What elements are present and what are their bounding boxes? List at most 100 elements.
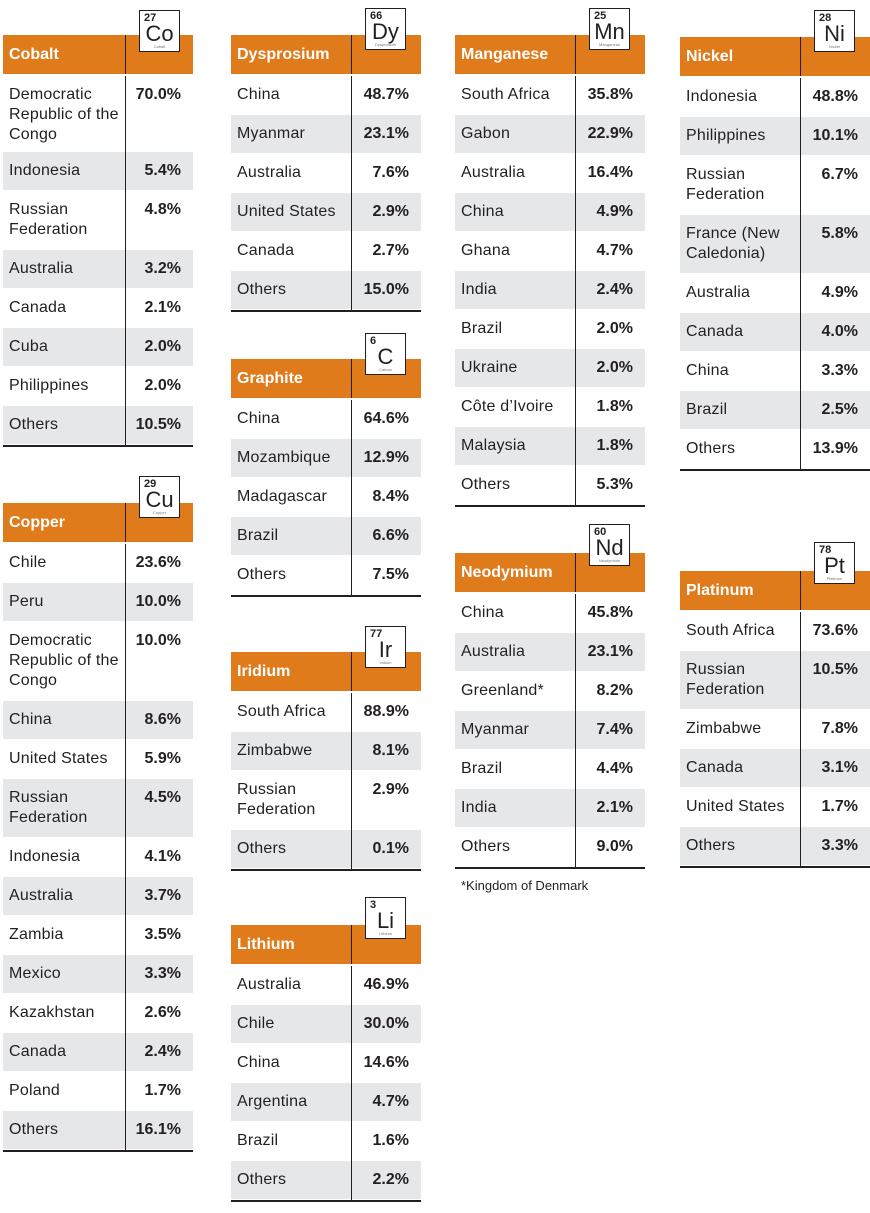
country-name: France (New Caledonia)	[686, 225, 780, 262]
table-row: Canada 2.7%	[231, 232, 421, 271]
share-value: 5.9%	[144, 750, 181, 767]
table-row: Democratic Republic of the Congo 70.0%	[3, 76, 193, 152]
table-row: Brazil 4.4%	[455, 750, 645, 789]
table-row: Myanmar 7.4%	[455, 711, 645, 750]
country-name: Russian Federation	[9, 201, 88, 238]
country-name: Others	[686, 837, 736, 854]
share-value: 30.0%	[363, 1015, 409, 1032]
share-value: 7.5%	[372, 566, 409, 583]
country-name: Malaysia	[461, 437, 526, 454]
table-bottom-rule	[680, 866, 870, 868]
share-value: 3.1%	[821, 759, 858, 776]
column-divider	[800, 612, 801, 867]
country-name: Brazil	[461, 760, 503, 777]
country-name: China	[461, 203, 504, 220]
share-value: 4.9%	[596, 203, 633, 220]
country-name: China	[9, 711, 52, 728]
column-divider	[125, 76, 126, 446]
country-name: Canada	[686, 323, 744, 340]
table-row: Philippines 2.0%	[3, 367, 193, 406]
share-value: 3.3%	[821, 837, 858, 854]
country-name: Canada	[237, 242, 295, 259]
element-name: Neodymium	[598, 558, 621, 563]
share-value: 2.9%	[372, 781, 409, 798]
header-divider	[575, 553, 576, 592]
table-row: China 8.6%	[3, 701, 193, 740]
country-name: South Africa	[237, 703, 326, 720]
column-divider	[125, 544, 126, 1151]
column-divider	[800, 78, 801, 470]
iridium-header: Iridium	[231, 652, 421, 691]
share-value: 10.0%	[135, 632, 181, 649]
table-body: South Africa 73.6% Russian Federation 10.5%…	[680, 612, 870, 866]
element-tile: 78 Pt Platinum	[814, 542, 855, 584]
table-body: Chile 23.6% Peru 10.0% Democratic Republic o…	[3, 544, 193, 1150]
country-name: Others	[686, 440, 736, 457]
country-name: Philippines	[9, 377, 89, 394]
atomic-number: 27	[144, 12, 157, 24]
share-value: 2.5%	[821, 401, 858, 418]
dysprosium-table: Dysprosium 66 Dy Dysprosium China 48.7% Myanma…	[231, 8, 421, 312]
share-value: 8.1%	[372, 742, 409, 759]
country-name: Ukraine	[461, 359, 518, 376]
table-row: Indonesia 5.4%	[3, 152, 193, 191]
country-name: Australia	[461, 643, 526, 660]
country-name: Australia	[237, 164, 302, 181]
atomic-number: 28	[819, 12, 832, 24]
table-row: Kazakhstan 2.6%	[3, 994, 193, 1033]
share-value: 5.4%	[144, 162, 181, 179]
table-bottom-rule	[3, 445, 193, 447]
table-body: South Africa 88.9% Zimbabwe 8.1% Russian Fed…	[231, 693, 421, 869]
share-value: 22.9%	[587, 125, 633, 142]
table-row: Australia 4.9%	[680, 274, 870, 313]
share-value: 23.6%	[135, 554, 181, 571]
country-name: Others	[237, 1171, 287, 1188]
country-name: Brazil	[686, 401, 728, 418]
header-divider	[800, 571, 801, 610]
country-name: China	[237, 86, 280, 103]
table-row: Australia 23.1%	[455, 633, 645, 672]
share-value: 4.0%	[821, 323, 858, 340]
element-name: Cobalt	[153, 44, 166, 49]
country-name: Gabon	[461, 125, 511, 142]
table-row: United States 2.9%	[231, 193, 421, 232]
share-value: 35.8%	[587, 86, 633, 103]
table-row: Australia 16.4%	[455, 154, 645, 193]
table-row: Others 10.5%	[3, 406, 193, 445]
column-divider	[575, 76, 576, 506]
table-row: Russian Federation 4.5%	[3, 779, 193, 838]
graphite-header: Graphite	[231, 359, 421, 398]
table-row: Chile 23.6%	[3, 544, 193, 583]
table-row: China 48.7%	[231, 76, 421, 115]
country-name: Myanmar	[237, 125, 306, 142]
share-value: 1.7%	[821, 798, 858, 815]
country-name: Madagascar	[237, 488, 328, 505]
share-value: 4.1%	[144, 848, 181, 865]
share-value: 2.4%	[144, 1043, 181, 1060]
share-value: 70.0%	[135, 86, 181, 103]
share-value: 8.2%	[596, 682, 633, 699]
share-value: 4.7%	[596, 242, 633, 259]
header-divider	[351, 925, 352, 964]
atomic-number: 25	[594, 10, 607, 22]
table-body: China 64.6% Mozambique 12.9% Madagascar 8.4% B…	[231, 400, 421, 595]
table-row: Brazil 2.0%	[455, 310, 645, 349]
element-tile: 27 Co Cobalt	[139, 10, 180, 52]
share-value: 7.8%	[821, 720, 858, 737]
table-row: Others 7.5%	[231, 556, 421, 595]
share-value: 2.2%	[372, 1171, 409, 1188]
share-value: 1.8%	[596, 437, 633, 454]
table-title: Nickel	[686, 48, 734, 65]
platinum-table: Platinum 78 Pt Platinum South Africa 73.6% Rus…	[680, 542, 870, 868]
table-title: Graphite	[237, 370, 303, 387]
atomic-number: 6	[370, 335, 377, 347]
element-symbol: Nd	[595, 535, 624, 560]
share-value: 48.8%	[812, 88, 858, 105]
header-divider	[351, 359, 352, 398]
table-row: Others 13.9%	[680, 430, 870, 469]
share-value: 23.1%	[587, 643, 633, 660]
element-symbol: Pt	[824, 553, 845, 578]
element-symbol: Mn	[594, 19, 625, 44]
country-name: Indonesia	[686, 88, 758, 105]
country-name: Australia	[461, 164, 526, 181]
